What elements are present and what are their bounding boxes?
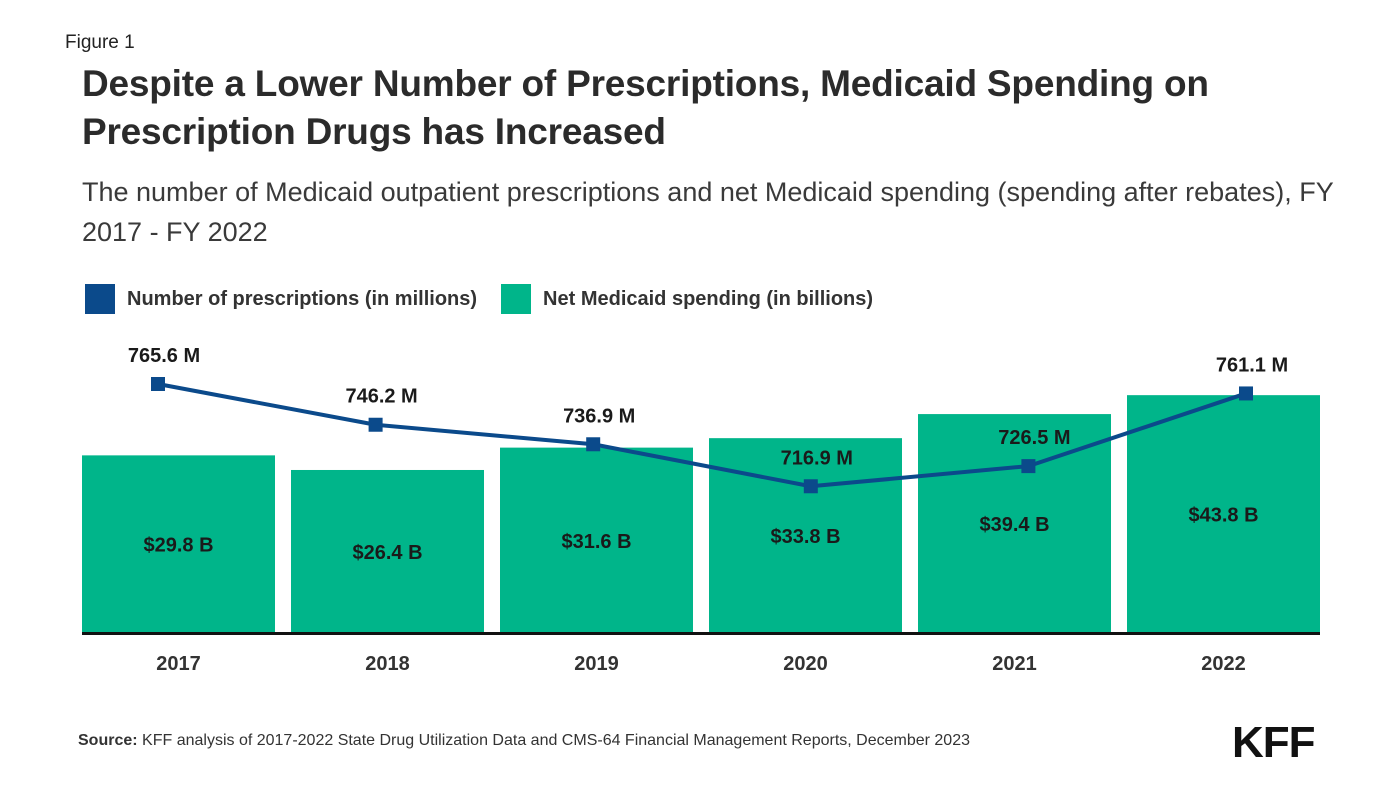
line-label-2018: 746.2 M	[345, 386, 417, 408]
figure-label: Figure 1	[65, 32, 135, 53]
chart-title: Despite a Lower Number of Prescriptions,…	[82, 63, 1209, 152]
bar-2018	[291, 469, 484, 632]
chart-plot: $29.8 B $26.4 B $31.6 B $33.8 B $39.4 B $43.8…	[82, 345, 1320, 675]
line-label-2021: 726.5 M	[998, 427, 1070, 449]
x-tick-2021: 2021	[992, 653, 1037, 675]
bar-label-2020: $33.8 B	[770, 526, 840, 548]
line-label-2017: 765.6 M	[128, 345, 200, 367]
bar-label-2019: $31.6 B	[561, 531, 631, 553]
line-point-2017	[151, 377, 165, 391]
line-point-2018	[368, 417, 383, 432]
x-tick-2018: 2018	[365, 653, 410, 675]
line-point-2020	[803, 479, 818, 494]
source-note: Source: KFF analysis of 2017-2022 State …	[78, 732, 970, 750]
legend-swatch-spending	[501, 284, 532, 314]
kff-logo: KFF	[1232, 718, 1316, 767]
bar-2020	[709, 438, 902, 632]
legend-label-prescriptions: Number of prescriptions (in millions)	[127, 287, 478, 310]
prescriptions-line	[157, 382, 1247, 489]
legend-swatch-prescriptions	[85, 284, 115, 314]
x-tick-2022: 2022	[1201, 653, 1246, 675]
legend-item-spending: Net Medicaid spending (in billions)	[501, 284, 873, 314]
bar-label-2021: $39.4 B	[979, 514, 1049, 536]
source-text: KFF analysis of 2017-2022 State Drug Uti…	[137, 732, 970, 749]
bar-label-2018: $26.4 B	[352, 542, 422, 564]
bar-label-2017: $29.8 B	[143, 535, 213, 557]
bar-label-2022: $43.8 B	[1188, 505, 1258, 527]
line-point-2019	[586, 437, 601, 452]
line-point-2021	[1021, 459, 1036, 474]
line-label-2022: 761.1 M	[1216, 354, 1288, 376]
legend-item-prescriptions: Number of prescriptions (in millions)	[85, 284, 477, 314]
line-label-2019: 736.9 M	[563, 405, 635, 427]
line-point-2022	[1239, 386, 1253, 401]
legend-label-spending: Net Medicaid spending (in billions)	[543, 287, 874, 310]
x-tick-2017: 2017	[156, 653, 201, 675]
x-tick-2019: 2019	[574, 653, 619, 675]
legend: Number of prescriptions (in millions) Ne…	[85, 284, 897, 314]
line-label-2020: 716.9 M	[781, 447, 853, 469]
x-tick-2020: 2020	[783, 653, 828, 675]
source-label: Source:	[78, 732, 138, 749]
chart-subtitle: The number of Medicaid outpatient prescr…	[82, 177, 1334, 247]
bar-2022	[1127, 395, 1320, 632]
bar-2019	[500, 447, 693, 632]
bar-2017	[82, 455, 275, 632]
